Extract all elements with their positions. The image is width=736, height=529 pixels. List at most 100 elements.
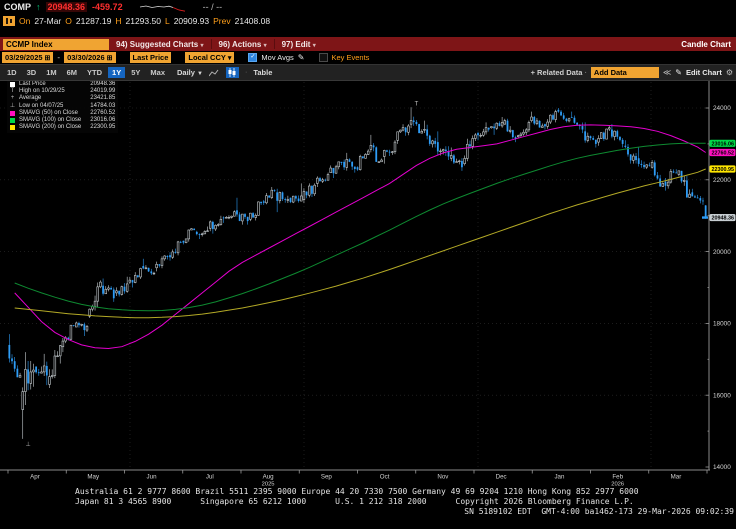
open-label: O [65, 15, 72, 26]
menu-actions[interactable]: 96) Actions ▾ [218, 39, 267, 49]
high-low-markers: T⊥ [25, 101, 418, 448]
legend-row: ⊥ Low on 04/07/25 14784.03 [9, 103, 115, 110]
calendar-icon[interactable]: ⊞ [106, 54, 113, 62]
low-value: 20909.93 [173, 15, 210, 26]
legend-label: SMAVG (50) on Close [19, 109, 78, 116]
chart-settings-gear-icon[interactable]: ⚙ [725, 68, 733, 77]
chevron-down-icon: ▾ [200, 42, 204, 49]
legend-value: 22300.95 [90, 124, 116, 131]
up-arrow-icon: ↑ [36, 2, 41, 12]
legend-value: 14784.03 [90, 102, 116, 109]
menu-suggested-charts[interactable]: 94) Suggested Charts ▾ [116, 39, 204, 49]
terminal-footer: Australia 61 2 9777 8600 Brazil 5511 239… [0, 487, 736, 529]
price-change: -459.72 [92, 2, 123, 12]
mov-avgs-label: Mov Avgs [261, 53, 294, 62]
tabbar-right-cluster: + Related Data · Add Data ≪ ✎ Edit Chart… [531, 67, 736, 78]
svg-text:23016.06: 23016.06 [712, 141, 734, 147]
screen-title: Candle Chart [681, 39, 731, 49]
mov-avgs-checkbox[interactable]: ✓ [248, 53, 258, 62]
legend-swatch [9, 118, 16, 124]
tab-1d[interactable]: 1D [7, 68, 17, 77]
table-button[interactable]: Table [253, 68, 273, 77]
date-from-input[interactable]: 03/29/2025 ⊞ [2, 52, 54, 63]
related-data-button[interactable]: + Related Data · [530, 68, 587, 77]
legend-row: SMAVG (50) on Close 22760.52 [9, 110, 115, 117]
svg-text:Nov: Nov [437, 474, 449, 481]
tab-3d[interactable]: 3D [26, 68, 37, 77]
svg-text:Jun: Jun [147, 474, 158, 481]
tab-max[interactable]: Max [150, 68, 165, 77]
legend-value: 22760.52 [90, 109, 116, 116]
security-input[interactable]: CCMP Index [3, 38, 109, 50]
svg-text:Aug: Aug [263, 474, 275, 481]
open-value: 21287.19 [75, 15, 112, 26]
legend-value: 23016.06 [90, 117, 116, 124]
axes [0, 80, 710, 471]
svg-text:Jan: Jan [554, 474, 565, 481]
svg-text:20000: 20000 [713, 249, 731, 256]
svg-text:20948.36: 20948.36 [712, 216, 734, 222]
edit-chart-pencil-icon[interactable]: ✎ [675, 68, 682, 77]
last-price-notch [702, 216, 708, 219]
chevron-down-icon: ▼ [197, 71, 203, 77]
tab-1y[interactable]: 1Y [108, 67, 126, 78]
prev-value: 21408.08 [234, 15, 271, 26]
svg-text:14000: 14000 [713, 464, 731, 471]
key-events-label: Key Events [331, 53, 370, 62]
field-select[interactable]: Last Price [129, 52, 172, 63]
svg-text:2025: 2025 [262, 482, 275, 488]
toolbar-dot-separator: · [244, 69, 248, 76]
line-chart-icon-button[interactable] [208, 67, 221, 78]
function-title-bar: CCMP Index 94) Suggested Charts ▾ 96) Ac… [0, 37, 736, 51]
calendar-icon[interactable]: ⊞ [44, 54, 51, 62]
svg-text:Mar: Mar [671, 474, 682, 481]
ohlc-line: On 27-Mar O 21287.19 H 21293.50 L 20909.… [0, 14, 736, 27]
chevron-down-icon: ▾ [263, 42, 267, 49]
svg-text:2026: 2026 [611, 482, 624, 488]
date-to-input[interactable]: 03/30/2026 ⊞ [64, 52, 116, 63]
menu-divider [273, 39, 275, 49]
legend-value: 20948.36 [90, 81, 116, 87]
menu-edit[interactable]: 97) Edit ▾ [281, 39, 316, 49]
high-value: 21293.50 [125, 15, 161, 26]
legend-value: 24019.99 [90, 88, 116, 95]
legend-row: SMAVG (100) on Close 23016.06 [9, 117, 115, 124]
high-label: H [115, 15, 122, 26]
add-data-input[interactable]: Add Data [590, 67, 659, 78]
svg-text:Apr: Apr [30, 474, 40, 481]
legend-label: Average [19, 95, 42, 102]
svg-text:22760.52: 22760.52 [712, 150, 734, 156]
key-events-checkbox[interactable] [318, 53, 328, 62]
legend-row: Last Price 20948.36 [9, 81, 115, 88]
date-range-dash: - [57, 53, 61, 62]
tab-6m[interactable]: 6M [66, 68, 78, 77]
legend-swatch [9, 82, 16, 88]
candle-chart-icon-button[interactable] [225, 67, 239, 78]
tab-1m[interactable]: 1M [46, 68, 57, 77]
range-tabs: 1D 3D 1M 6M YTD 1Y 5Y Max [3, 67, 169, 78]
news-flag-icon[interactable] [3, 15, 15, 26]
collapse-icon[interactable]: ≪ [662, 68, 672, 77]
quote-header: COMP ↑ 20948.36 -459.72 -- / -- [0, 0, 736, 14]
svg-text:T: T [415, 101, 419, 107]
chart-legend: Last Price 20948.36 T High on 10/29/25 24019… [7, 80, 119, 134]
chevron-down-icon: ▾ [312, 42, 316, 49]
edit-chart-button[interactable]: Edit Chart [685, 68, 722, 77]
legend-value: 23421.85 [90, 95, 116, 102]
tab-ytd[interactable]: YTD [87, 68, 103, 77]
chevron-down-icon: ▾ [227, 54, 232, 62]
period-dropdown[interactable]: Daily ▼ [177, 68, 203, 77]
chart-settings-toolbar: 03/29/2025 ⊞ - 03/30/2026 ⊞ Last Price Loc… [0, 51, 736, 64]
footer-phones-line1: Australia 61 2 9777 8600 Brazil 5511 239… [75, 487, 639, 496]
gridlines [0, 82, 709, 470]
tab-5y[interactable]: 5Y [131, 68, 141, 77]
bid-ask-placeholder: -- / -- [202, 2, 223, 12]
edit-mov-avgs-pencil-icon[interactable]: ✎ [297, 53, 305, 62]
legend-label: Last Price [19, 81, 46, 87]
currency-select[interactable]: Local CCY ▾ [185, 52, 235, 63]
legend-swatch [9, 125, 16, 131]
svg-text:22000: 22000 [713, 177, 731, 184]
svg-text:Jul: Jul [206, 474, 214, 481]
